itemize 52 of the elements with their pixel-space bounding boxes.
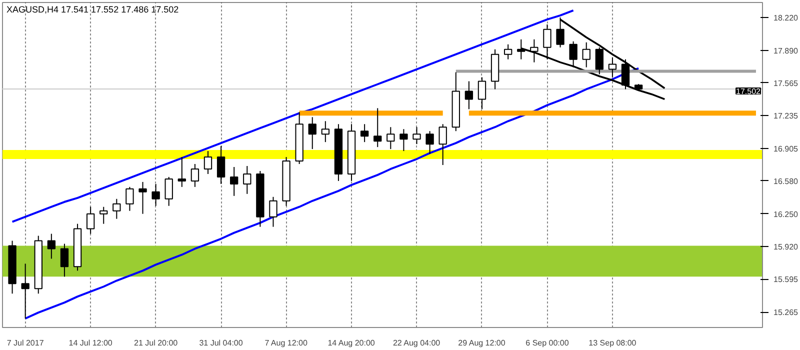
y-tick-label: 17.565: [774, 78, 799, 88]
candlestick: [112, 198, 121, 220]
candlestick: [464, 80, 474, 110]
x-tick-label: 14 Jul 12:00: [68, 338, 113, 348]
x-tick-label: 31 Jul 04:00: [199, 338, 244, 348]
candlestick: [426, 130, 434, 155]
candlestick: [178, 156, 186, 188]
candlestick: [386, 126, 395, 150]
ref-line-label: 17.502: [736, 87, 762, 96]
y-tick-label: 17.235: [774, 112, 799, 121]
y-tick-label: 16.580: [774, 176, 799, 186]
candlestick: [582, 42, 590, 68]
candlestick: [47, 233, 56, 260]
candlestick: [438, 124, 447, 166]
candlestick: [374, 108, 382, 148]
candlestick: [321, 120, 330, 143]
x-tick-label: 7 Aug 12:00: [264, 338, 308, 348]
candlestick: [60, 243, 69, 278]
candlestick: [190, 164, 200, 188]
candlestick: [412, 126, 421, 145]
y-tick-label: 15.920: [774, 242, 799, 252]
chart-title: XAGUSD,H4 17.541 17.552 17.486 17.502: [6, 4, 179, 14]
candlestick: [86, 206, 95, 234]
candlestick: [478, 76, 486, 110]
candlestick: [308, 116, 316, 150]
candlestick: [243, 165, 252, 194]
candlestick: [504, 44, 512, 60]
candlestick: [269, 196, 278, 228]
candlestick: [360, 124, 369, 143]
x-tick-label: 7 Jul 2017: [6, 338, 44, 348]
y-tick-label: 15.265: [774, 308, 799, 318]
y-tick-label: 18.220: [774, 13, 799, 22]
candlestick: [230, 166, 238, 196]
candlestick: [216, 146, 226, 184]
y-tick-label: 16.250: [774, 210, 799, 219]
candlestick: [400, 128, 408, 152]
x-tick-label: 29 Aug 12:00: [458, 338, 506, 348]
y-tick-label: 15.595: [774, 275, 799, 284]
candlestick: [100, 206, 108, 224]
x-tick-label: 13 Sep 08:00: [588, 338, 637, 348]
y-tick-label: 17.890: [774, 46, 799, 56]
candlestick: [152, 183, 160, 206]
candlestick: [164, 176, 173, 206]
y-tick-label: 16.905: [774, 144, 799, 154]
candlestick: [21, 263, 30, 320]
x-tick-label: 22 Aug 04:00: [392, 338, 441, 348]
x-tick-label: 14 Aug 20:00: [328, 338, 376, 348]
candlestick: [138, 181, 147, 214]
x-tick-label: 6 Sep 00:00: [526, 338, 570, 348]
candlestick: [126, 186, 134, 212]
x-tick-label: 21 Jul 20:00: [134, 338, 178, 348]
candlestick: [608, 56, 617, 78]
